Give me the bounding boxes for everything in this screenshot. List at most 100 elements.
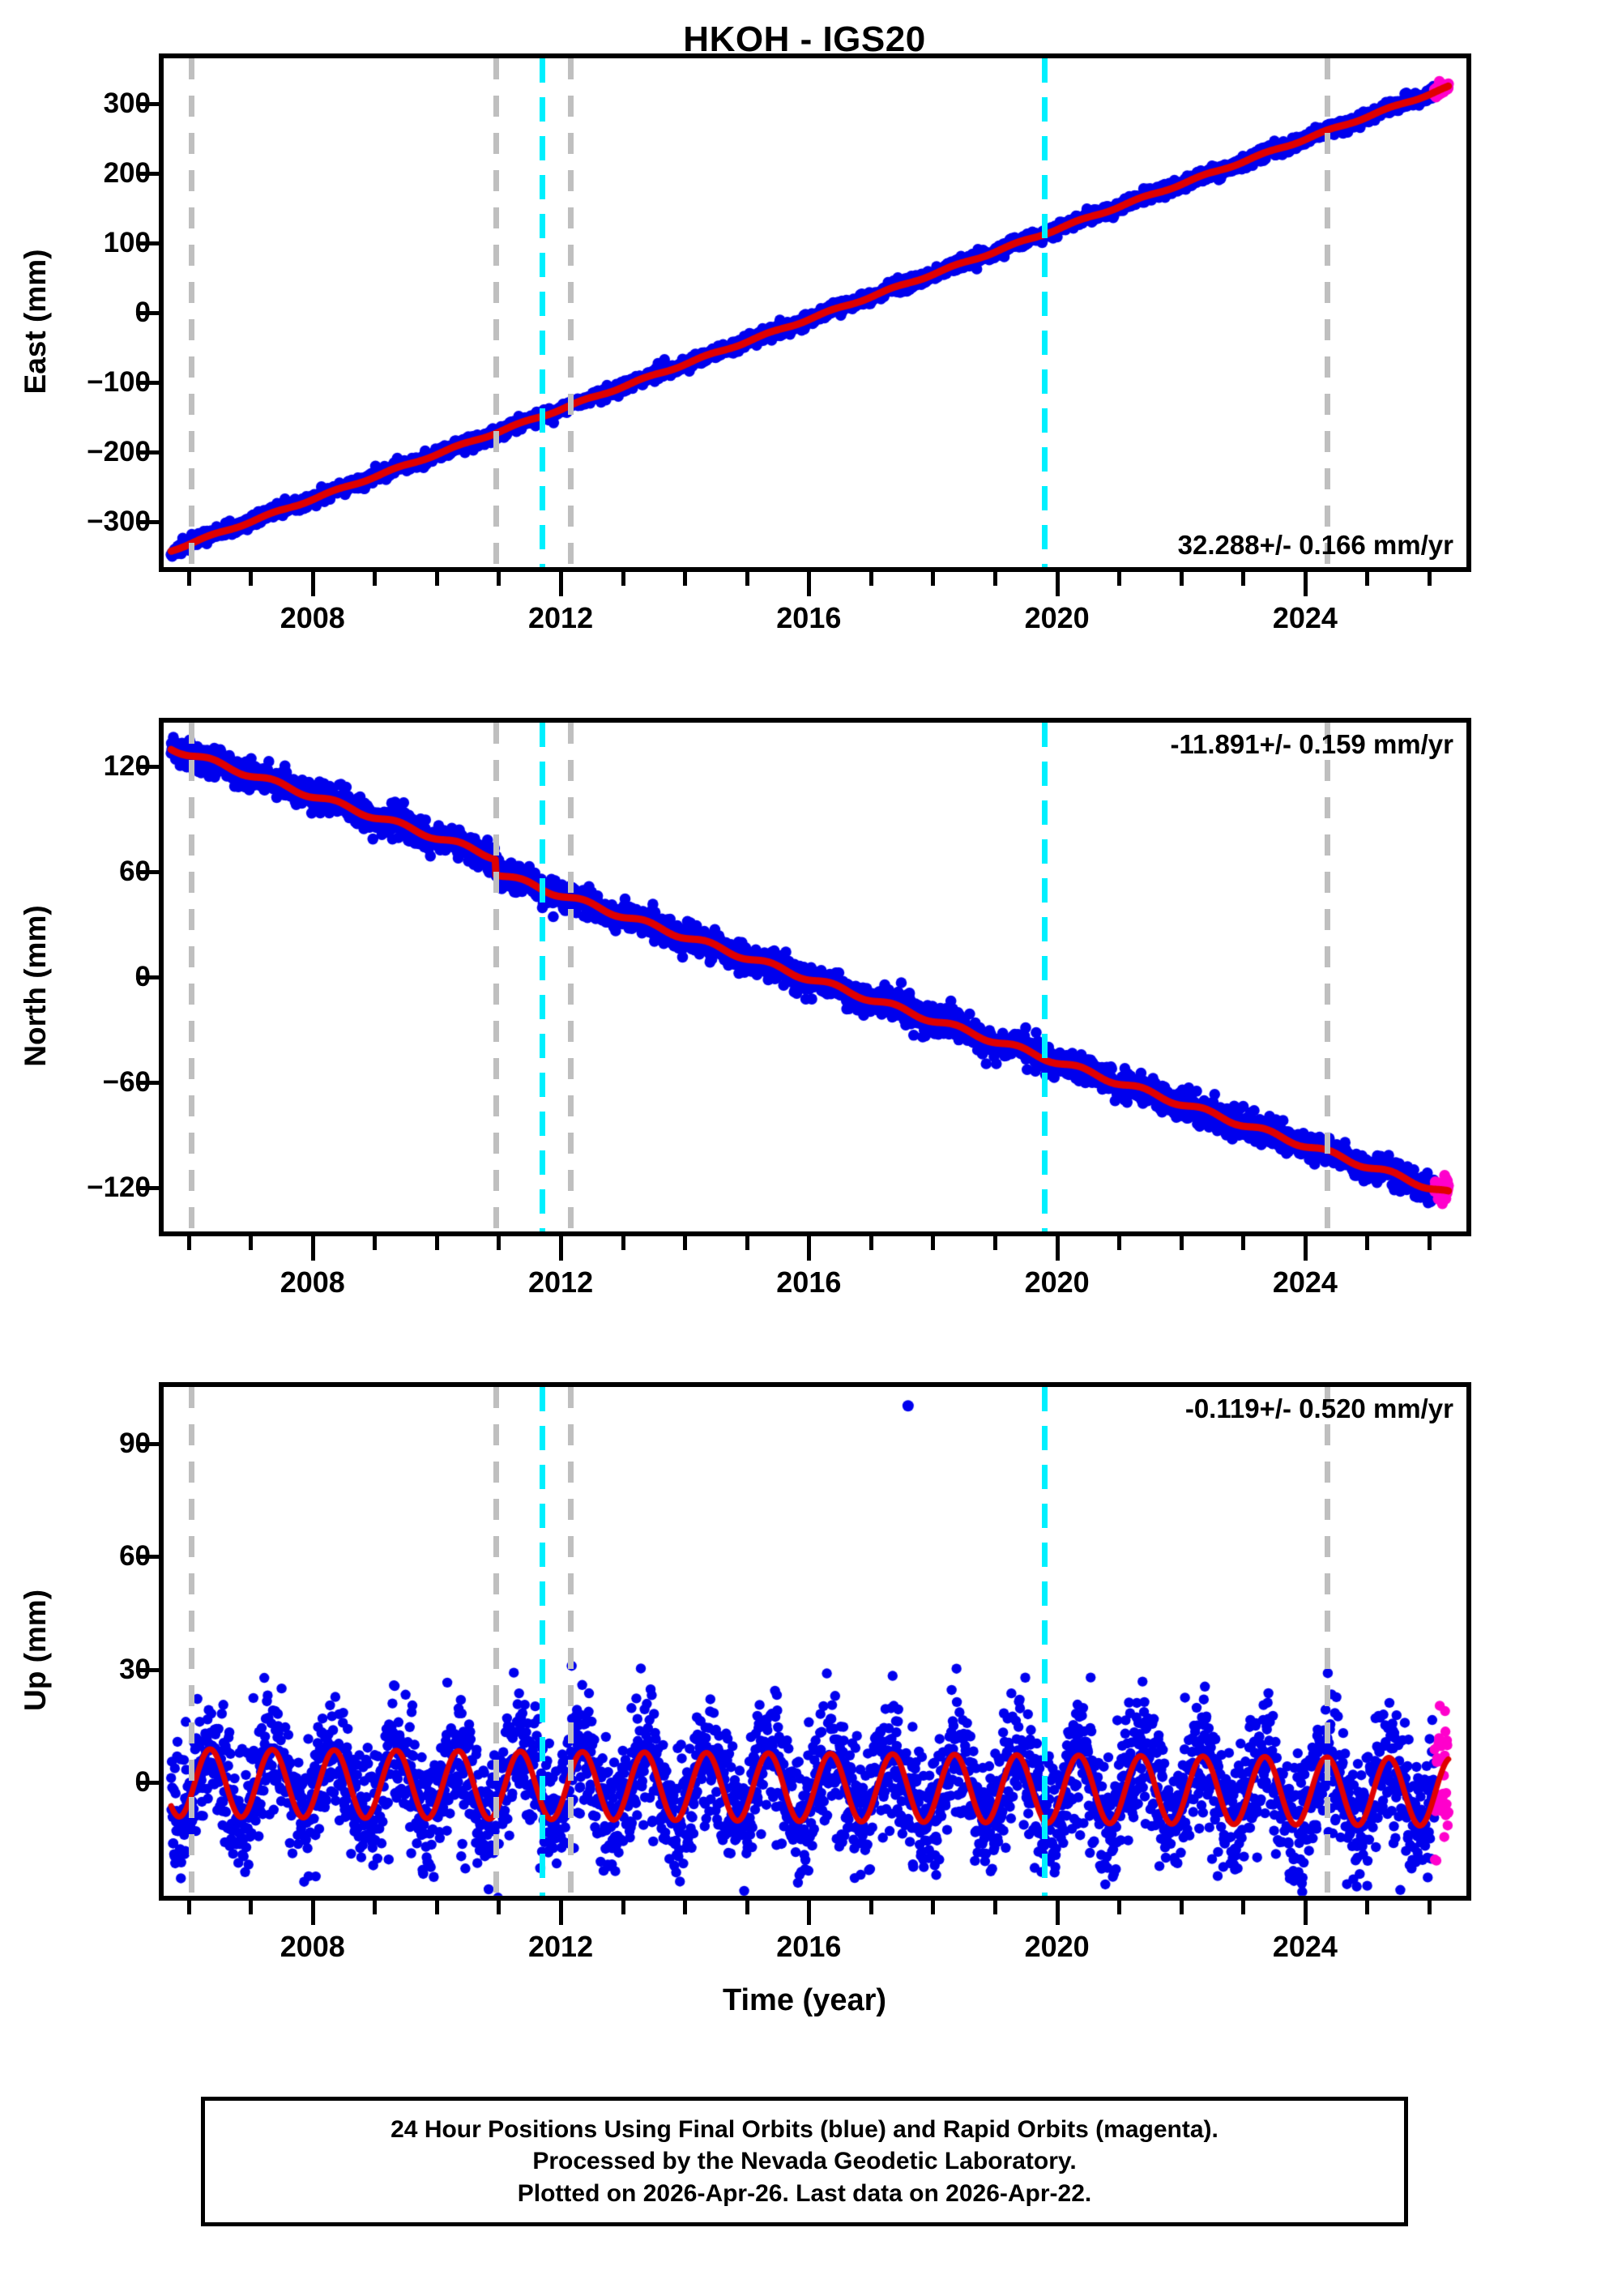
x-tick-label-2008: 2008: [280, 1265, 345, 1299]
x-tick-2024: [1303, 1236, 1308, 1261]
east-y-tick-label: −200: [87, 436, 151, 468]
east-y-tick-label: 0: [134, 297, 151, 328]
north-y-tick-label: −60: [102, 1065, 151, 1098]
x-tick-2020: [1055, 1236, 1060, 1261]
north-event-line-earthquake-2: [540, 723, 546, 1231]
x-tick-label-2020: 2020: [1024, 1930, 1090, 1963]
x-tick-2015: [745, 1901, 749, 1914]
x-tick-2011: [497, 1236, 501, 1250]
x-tick-2022: [1179, 1236, 1184, 1250]
east-y-tick: [136, 381, 160, 386]
north-y-tick-label: 0: [134, 961, 151, 992]
panel-east: 32.288+/- 0.166 mm/yr: [136, 53, 1471, 572]
up-y-tick-label: 90: [119, 1427, 151, 1459]
north-event-line-equipment-0: [189, 723, 195, 1231]
x-tick-2025: [1365, 1901, 1370, 1914]
east-event-line-earthquake-2: [540, 58, 546, 567]
x-tick-label-2012: 2012: [528, 601, 594, 634]
x-tick-label-2012: 2012: [528, 1930, 594, 1963]
north-y-tick-label: −120: [87, 1171, 151, 1203]
up-plot-frame: [159, 1382, 1471, 1901]
east-y-tick-label: 300: [103, 87, 151, 119]
x-tick-2006: [186, 572, 191, 586]
north-y-tick-label: 120: [103, 750, 151, 783]
north-rate-label: -11.891+/- 0.159 mm/yr: [1170, 729, 1454, 759]
x-tick-2018: [931, 572, 936, 586]
north-y-tick-labels: 120 60 0 −60 −120: [29, 718, 151, 1236]
x-tick-2008: [310, 1901, 315, 1925]
east-y-tick: [136, 101, 160, 106]
x-tick-2015: [745, 572, 749, 586]
x-tick-2026: [1428, 1901, 1432, 1914]
east-event-line-equipment-0: [189, 58, 195, 567]
x-tick-2024: [1303, 1901, 1308, 1925]
east-y-tick-label: 100: [103, 226, 151, 258]
up-event-line-equipment-1: [493, 1387, 499, 1896]
east-event-line-layer: [164, 58, 1466, 567]
x-tick-2017: [869, 1901, 873, 1914]
north-y-tick: [136, 765, 160, 770]
north-y-tick: [136, 1080, 160, 1085]
x-tick-2007: [249, 572, 254, 586]
north-event-line-equipment-3: [567, 723, 574, 1231]
x-tick-2018: [931, 1236, 936, 1250]
x-tick-2014: [683, 572, 688, 586]
east-y-tick: [136, 520, 160, 525]
up-event-line-equipment-3: [567, 1387, 574, 1896]
footer-line-3: Plotted on 2026-Apr-26. Last data on 202…: [517, 2179, 1092, 2207]
x-tick-2026: [1428, 1236, 1432, 1250]
north-event-line-equipment-5: [1324, 723, 1330, 1231]
north-axis-title: North (mm): [19, 905, 52, 1067]
x-tick-2016: [807, 1901, 812, 1925]
north-series-canvas: [159, 718, 1471, 1236]
x-tick-2019: [993, 572, 998, 586]
north-y-tick: [136, 975, 160, 979]
east-y-tick-label: −100: [87, 366, 151, 399]
x-tick-2017: [869, 1236, 873, 1250]
east-rate-label: 32.288+/- 0.166 mm/yr: [1177, 530, 1453, 560]
x-tick-2014: [683, 1236, 688, 1250]
x-tick-2010: [434, 572, 439, 586]
footer-line-1: 24 Hour Positions Using Final Orbits (bl…: [391, 2115, 1218, 2143]
x-tick-2011: [497, 572, 501, 586]
east-event-line-earthquake-4: [1042, 58, 1048, 567]
up-y-tick: [136, 1555, 160, 1560]
x-tick-label-2008: 2008: [280, 601, 345, 634]
east-event-line-equipment-1: [493, 58, 499, 567]
x-tick-2015: [745, 1236, 749, 1250]
east-y-tick: [136, 241, 160, 245]
east-x-axis: 2008 2012 2016 2020 2024: [159, 572, 1471, 645]
x-tick-2016: [807, 572, 812, 596]
x-tick-label-2016: 2016: [776, 1265, 842, 1299]
x-tick-2023: [1241, 1236, 1246, 1250]
x-tick-2013: [621, 572, 625, 586]
x-tick-2025: [1365, 1236, 1370, 1250]
x-tick-label-2016: 2016: [776, 601, 842, 634]
up-y-tick-label: 0: [134, 1766, 151, 1799]
x-tick-label-2020: 2020: [1024, 1265, 1090, 1299]
east-y-tick: [136, 450, 160, 455]
up-event-line-equipment-0: [189, 1387, 195, 1896]
x-tick-2014: [683, 1901, 688, 1914]
x-tick-2018: [931, 1901, 936, 1914]
x-tick-2021: [1117, 1236, 1122, 1250]
up-event-line-earthquake-4: [1042, 1387, 1048, 1896]
x-tick-2007: [249, 1236, 254, 1250]
footer-line-2: Processed by the Nevada Geodetic Laborat…: [532, 2148, 1077, 2175]
x-tick-2012: [559, 572, 564, 596]
x-tick-2021: [1117, 572, 1122, 586]
east-y-tick: [136, 311, 160, 315]
north-event-line-equipment-1: [493, 723, 499, 1231]
x-tick-label-2020: 2020: [1024, 601, 1090, 634]
up-y-tick-label: 30: [119, 1653, 151, 1685]
x-tick-label-2024: 2024: [1272, 601, 1338, 634]
up-event-line-earthquake-2: [540, 1387, 546, 1896]
east-series-canvas: [159, 53, 1471, 572]
north-y-tick-label: 60: [119, 856, 151, 888]
x-tick-2020: [1055, 1901, 1060, 1925]
up-y-tick-label: 60: [119, 1540, 151, 1573]
x-tick-2019: [993, 1236, 998, 1250]
east-plot-frame: [159, 53, 1471, 572]
x-tick-2017: [869, 572, 873, 586]
up-x-axis: 2008 2012 2016 2020 2024: [159, 1901, 1471, 1974]
